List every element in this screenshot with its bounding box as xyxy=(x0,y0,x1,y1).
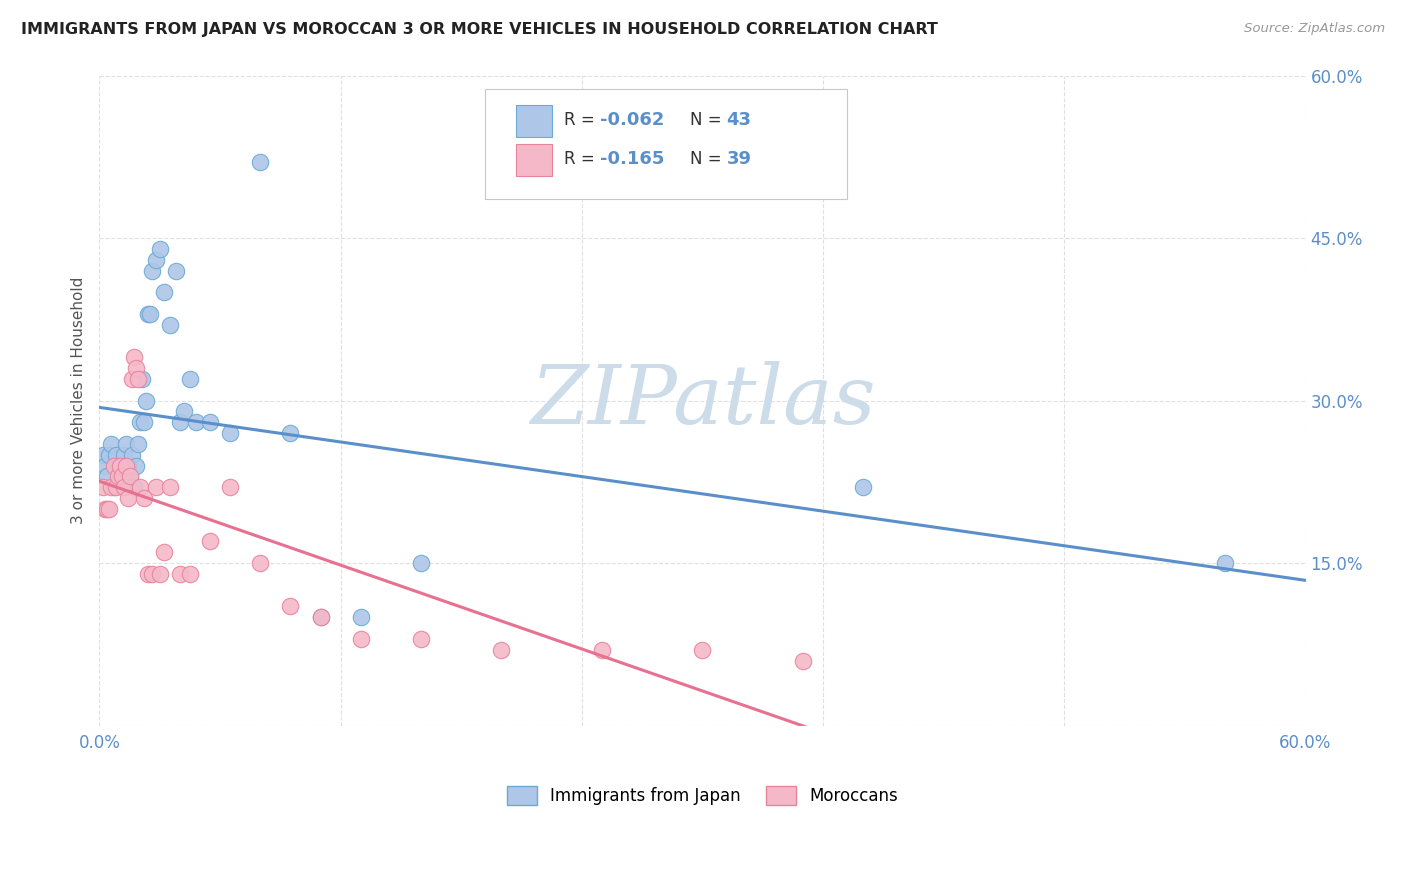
Text: IMMIGRANTS FROM JAPAN VS MOROCCAN 3 OR MORE VEHICLES IN HOUSEHOLD CORRELATION CH: IMMIGRANTS FROM JAPAN VS MOROCCAN 3 OR M… xyxy=(21,22,938,37)
Point xyxy=(132,415,155,429)
Point xyxy=(141,566,163,581)
Point xyxy=(136,307,159,321)
Point xyxy=(104,448,127,462)
Point xyxy=(100,480,122,494)
Point xyxy=(159,480,181,494)
Point xyxy=(108,458,131,473)
Point xyxy=(219,480,242,494)
Point xyxy=(122,480,145,494)
Point xyxy=(93,480,115,494)
Point xyxy=(103,458,125,473)
Point xyxy=(169,566,191,581)
Point xyxy=(107,458,129,473)
Point xyxy=(491,642,513,657)
Point xyxy=(93,448,115,462)
FancyBboxPatch shape xyxy=(485,88,848,199)
Point xyxy=(124,458,146,473)
Point xyxy=(98,448,121,462)
Point xyxy=(127,372,149,386)
Point xyxy=(138,307,160,321)
Point xyxy=(132,491,155,505)
Point xyxy=(98,501,121,516)
Point xyxy=(135,393,157,408)
Point xyxy=(117,491,139,505)
Point xyxy=(128,480,150,494)
Point xyxy=(117,458,139,473)
Point xyxy=(141,263,163,277)
Point xyxy=(136,566,159,581)
Point xyxy=(219,425,242,440)
Point xyxy=(249,155,271,169)
Point xyxy=(852,480,875,494)
Point xyxy=(152,545,174,559)
Point xyxy=(121,372,143,386)
Point xyxy=(169,415,191,429)
Point xyxy=(96,469,118,483)
Point xyxy=(94,458,117,473)
Point xyxy=(309,610,332,624)
Text: R =: R = xyxy=(564,111,600,128)
FancyBboxPatch shape xyxy=(516,104,551,137)
Point xyxy=(127,437,149,451)
Point xyxy=(280,599,302,614)
Point xyxy=(280,425,302,440)
Point xyxy=(692,642,714,657)
Y-axis label: 3 or more Vehicles in Household: 3 or more Vehicles in Household xyxy=(72,277,86,524)
Point xyxy=(100,437,122,451)
Point xyxy=(149,242,172,256)
Point xyxy=(110,458,132,473)
Point xyxy=(107,469,129,483)
Point xyxy=(159,318,181,332)
Point xyxy=(118,469,141,483)
Point xyxy=(112,480,135,494)
Point xyxy=(152,285,174,300)
FancyBboxPatch shape xyxy=(516,144,551,177)
Point xyxy=(122,350,145,364)
Text: 39: 39 xyxy=(727,150,752,168)
Point xyxy=(131,372,153,386)
Point xyxy=(112,448,135,462)
Point xyxy=(110,469,132,483)
Point xyxy=(350,610,373,624)
Point xyxy=(114,458,136,473)
Text: N =: N = xyxy=(690,111,727,128)
Text: -0.165: -0.165 xyxy=(600,150,664,168)
Point xyxy=(179,372,201,386)
Point xyxy=(149,566,172,581)
Point xyxy=(184,415,207,429)
Legend: Immigrants from Japan, Moroccans: Immigrants from Japan, Moroccans xyxy=(501,780,904,812)
Text: -0.062: -0.062 xyxy=(600,111,664,128)
Text: N =: N = xyxy=(690,150,727,168)
Text: R =: R = xyxy=(564,150,600,168)
Point xyxy=(792,654,814,668)
Point xyxy=(591,642,613,657)
Point xyxy=(128,415,150,429)
Point xyxy=(249,556,271,570)
Point xyxy=(124,361,146,376)
Point xyxy=(145,480,167,494)
Text: Source: ZipAtlas.com: Source: ZipAtlas.com xyxy=(1244,22,1385,36)
Text: ZIPatlas: ZIPatlas xyxy=(530,360,875,441)
Point xyxy=(198,415,221,429)
Point xyxy=(96,501,118,516)
Point xyxy=(94,501,117,516)
Text: 43: 43 xyxy=(727,111,752,128)
Point xyxy=(103,480,125,494)
Point xyxy=(121,448,143,462)
Point xyxy=(350,632,373,646)
Point xyxy=(198,534,221,549)
Point xyxy=(309,610,332,624)
Point xyxy=(1213,556,1236,570)
Point xyxy=(165,263,187,277)
Point xyxy=(145,252,167,267)
Point xyxy=(409,632,432,646)
Point xyxy=(118,469,141,483)
Point xyxy=(179,566,201,581)
Point xyxy=(173,404,195,418)
Point xyxy=(409,556,432,570)
Point xyxy=(108,469,131,483)
Point xyxy=(104,480,127,494)
Point xyxy=(114,437,136,451)
